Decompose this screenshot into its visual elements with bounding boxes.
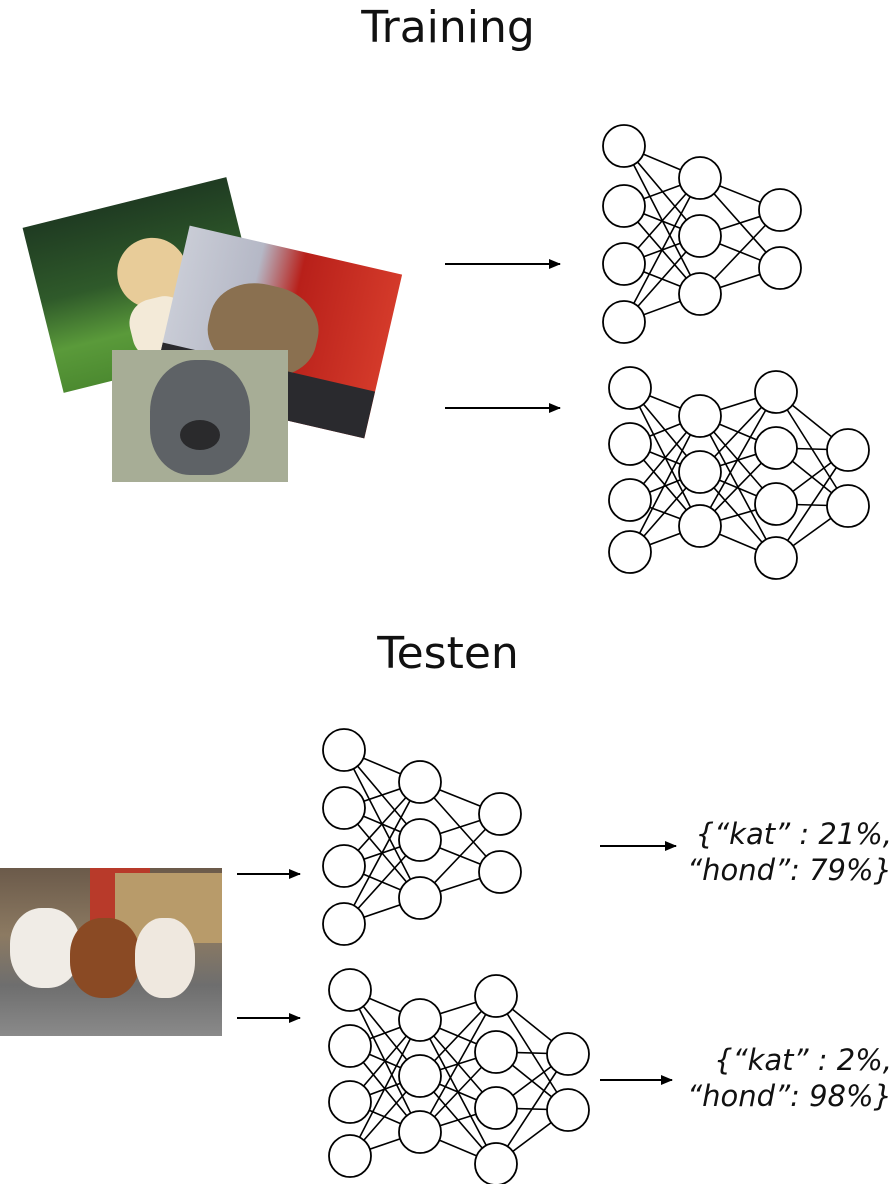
neuron-node bbox=[758, 246, 802, 290]
neuron-node bbox=[328, 1134, 372, 1178]
connection bbox=[699, 391, 777, 527]
test-output-2: {“kat” : 2%, “hond”: 98%} bbox=[660, 1042, 892, 1114]
testing-title: Testen bbox=[377, 628, 519, 679]
neuron-node bbox=[398, 1054, 442, 1098]
neuron-node bbox=[398, 760, 442, 804]
neuron-node bbox=[474, 1142, 518, 1184]
neuron-node bbox=[474, 1030, 518, 1074]
neuron-node bbox=[474, 974, 518, 1018]
connection bbox=[419, 995, 497, 1133]
neuron-node bbox=[322, 844, 366, 888]
output-line-kat: {“kat” : 21%, bbox=[695, 817, 892, 851]
neuron-node bbox=[754, 536, 798, 580]
output-line-hond: “hond”: 98%} bbox=[687, 1079, 892, 1113]
neural-network bbox=[328, 968, 590, 1184]
neuron-node bbox=[546, 1088, 590, 1132]
connection bbox=[343, 781, 421, 925]
neuron-node bbox=[608, 422, 652, 466]
neuron-node bbox=[754, 482, 798, 526]
neural-network bbox=[322, 728, 522, 946]
neuron-node bbox=[826, 484, 870, 528]
neuron-node bbox=[678, 394, 722, 438]
output-line-kat: {“kat” : 2%, bbox=[714, 1043, 892, 1077]
neuron-node bbox=[398, 1110, 442, 1154]
output-line-hond: “hond”: 79%} bbox=[687, 853, 892, 887]
neuron-node bbox=[678, 272, 722, 316]
neuron-node bbox=[754, 426, 798, 470]
neuron-node bbox=[602, 124, 646, 168]
neuron-node bbox=[474, 1086, 518, 1130]
neuron-node bbox=[608, 478, 652, 522]
neuron-node bbox=[478, 792, 522, 836]
neuron-node bbox=[758, 188, 802, 232]
neuron-node bbox=[602, 184, 646, 228]
neuron-node bbox=[322, 786, 366, 830]
connection bbox=[349, 1019, 421, 1157]
neuron-node bbox=[754, 370, 798, 414]
neuron-node bbox=[322, 728, 366, 772]
connection bbox=[629, 415, 701, 553]
neuron-node bbox=[602, 242, 646, 286]
neuron-node bbox=[398, 876, 442, 920]
neuron-node bbox=[678, 214, 722, 258]
connection bbox=[495, 1053, 569, 1165]
neuron-node bbox=[678, 450, 722, 494]
neuron-node bbox=[398, 998, 442, 1042]
neuron-node bbox=[608, 366, 652, 410]
neuron-node bbox=[608, 530, 652, 574]
neuron-node bbox=[328, 968, 372, 1012]
neuron-node bbox=[826, 428, 870, 472]
neuron-node bbox=[398, 818, 442, 862]
neuron-node bbox=[322, 902, 366, 946]
connection bbox=[623, 177, 701, 323]
puppies-photo bbox=[0, 868, 222, 1036]
test-output-1: {“kat” : 21%, “hond”: 79%} bbox=[660, 816, 892, 888]
neuron-node bbox=[478, 850, 522, 894]
neuron-node bbox=[328, 1080, 372, 1124]
neuron-node bbox=[546, 1032, 590, 1076]
neuron-node bbox=[678, 156, 722, 200]
training-title: Training bbox=[361, 2, 535, 53]
grey-dog-photo bbox=[112, 350, 288, 482]
neural-network bbox=[608, 366, 870, 580]
neuron-node bbox=[602, 300, 646, 344]
neural-network bbox=[602, 124, 802, 344]
neuron-node bbox=[328, 1024, 372, 1068]
neuron-node bbox=[678, 504, 722, 548]
